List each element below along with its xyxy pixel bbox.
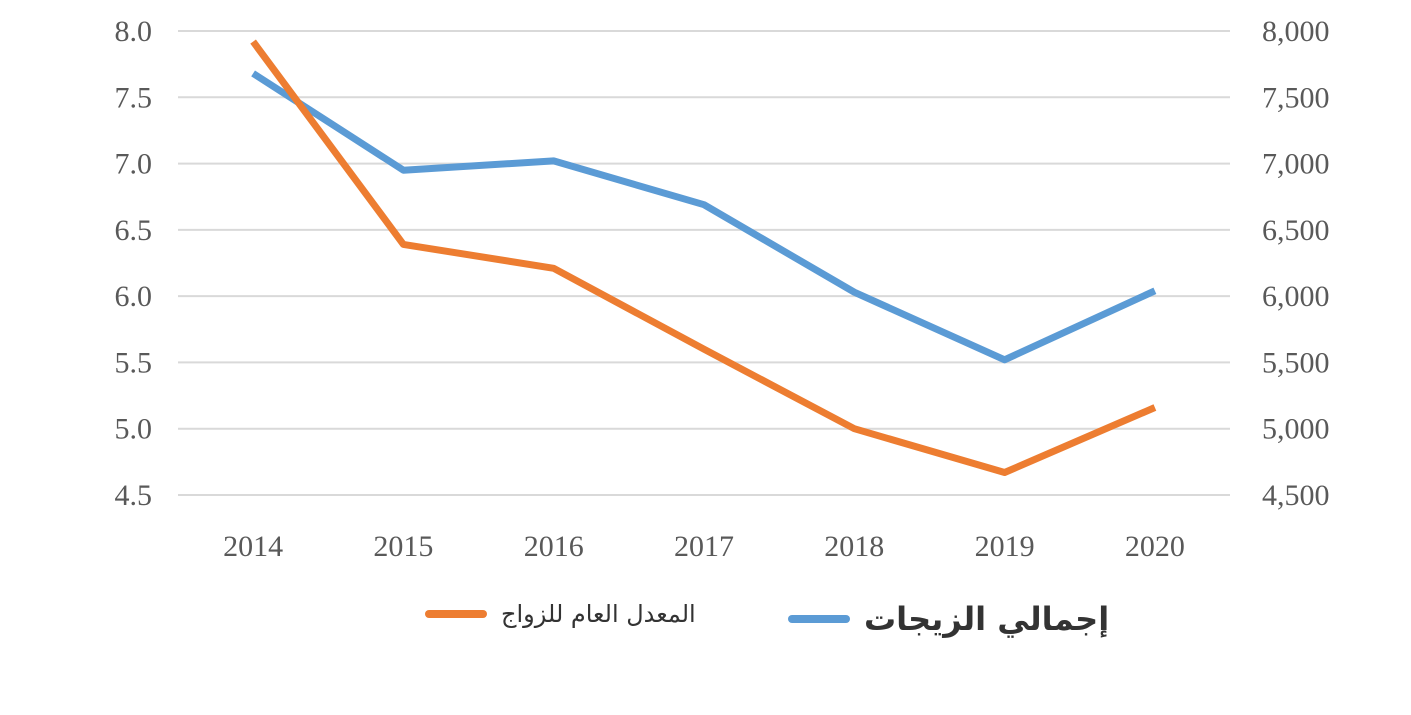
series-lines xyxy=(250,39,1157,476)
left-axis-tick-label: 4.5 xyxy=(115,479,153,512)
gridlines xyxy=(178,30,1230,496)
x-axis-ticks: 2014 2015 2016 2017 2018 2019 2020 xyxy=(223,530,1185,563)
x-axis-tick-label: 2019 xyxy=(975,530,1035,563)
x-axis-tick-label: 2018 xyxy=(824,530,884,563)
legend-swatch-marriage-rate xyxy=(425,610,487,618)
right-axis-tick-label: 7,000 xyxy=(1262,148,1330,181)
right-axis-tick-label: 6,500 xyxy=(1262,214,1330,247)
legend-item-marriage-rate: المعدل العام للزواج xyxy=(425,600,696,628)
right-axis-tick-label: 5,000 xyxy=(1262,413,1330,446)
legend: المعدل العام للزواج إجمالي الزيجات xyxy=(0,600,1411,660)
x-axis-tick-label: 2014 xyxy=(223,530,283,563)
left-axis-tick-label: 7.0 xyxy=(115,148,153,181)
right-axis-ticks: 8,000 7,500 7,000 6,500 6,000 5,500 5,000 4,500 xyxy=(1262,15,1330,512)
right-axis-tick-label: 4,500 xyxy=(1262,479,1330,512)
right-axis-tick-label: 5,500 xyxy=(1262,346,1330,379)
series-line-marriage-rate xyxy=(250,39,1157,476)
series-line-total-marriages xyxy=(251,70,1157,364)
x-axis-tick-label: 2020 xyxy=(1125,530,1185,563)
left-axis-tick-label: 7.5 xyxy=(115,81,153,114)
legend-swatch-total-marriages xyxy=(788,615,850,623)
legend-item-total-marriages: إجمالي الزيجات xyxy=(788,600,1109,638)
left-axis-tick-label: 6.0 xyxy=(115,280,153,313)
right-axis-tick-label: 6,000 xyxy=(1262,280,1330,313)
right-axis-tick-label: 8,000 xyxy=(1262,15,1330,48)
legend-label-marriage-rate: المعدل العام للزواج xyxy=(501,600,696,628)
legend-label-total-marriages: إجمالي الزيجات xyxy=(864,600,1110,638)
left-axis-tick-label: 6.5 xyxy=(115,214,153,247)
x-axis-tick-label: 2017 xyxy=(674,530,734,563)
right-axis-tick-label: 7,500 xyxy=(1262,81,1330,114)
x-axis-tick-label: 2015 xyxy=(373,530,433,563)
x-axis-tick-label: 2016 xyxy=(524,530,584,563)
left-axis-tick-label: 8.0 xyxy=(115,15,153,48)
left-axis-ticks: 8.0 7.5 7.0 6.5 6.0 5.5 5.0 4.5 xyxy=(115,15,153,512)
left-axis-tick-label: 5.5 xyxy=(115,346,153,379)
left-axis-tick-label: 5.0 xyxy=(115,413,153,446)
